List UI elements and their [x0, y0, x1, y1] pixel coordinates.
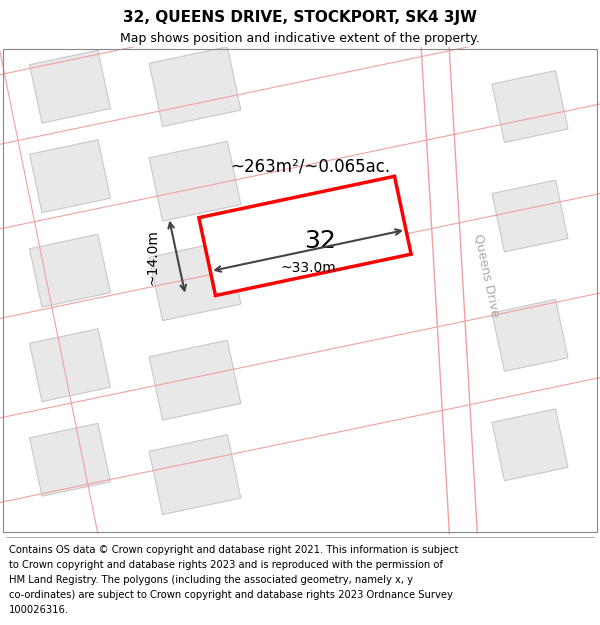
- Polygon shape: [149, 435, 241, 514]
- Text: Queens Drive: Queens Drive: [472, 232, 502, 319]
- Polygon shape: [492, 409, 568, 481]
- Text: ~263m²/~0.065ac.: ~263m²/~0.065ac.: [230, 158, 390, 175]
- Polygon shape: [492, 180, 568, 252]
- Polygon shape: [492, 71, 568, 142]
- Text: co-ordinates) are subject to Crown copyright and database rights 2023 Ordnance S: co-ordinates) are subject to Crown copyr…: [9, 590, 453, 600]
- Polygon shape: [199, 176, 411, 296]
- Polygon shape: [29, 423, 110, 496]
- Text: HM Land Registry. The polygons (including the associated geometry, namely x, y: HM Land Registry. The polygons (includin…: [9, 575, 413, 585]
- Text: to Crown copyright and database rights 2023 and is reproduced with the permissio: to Crown copyright and database rights 2…: [9, 560, 443, 570]
- Polygon shape: [149, 340, 241, 420]
- Polygon shape: [29, 329, 110, 402]
- Text: ~14.0m: ~14.0m: [145, 229, 159, 284]
- Polygon shape: [29, 140, 110, 212]
- Text: Contains OS data © Crown copyright and database right 2021. This information is : Contains OS data © Crown copyright and d…: [9, 545, 458, 555]
- Polygon shape: [149, 241, 241, 321]
- Polygon shape: [29, 50, 110, 123]
- Text: 100026316.: 100026316.: [9, 605, 69, 615]
- Text: ~33.0m: ~33.0m: [280, 261, 336, 276]
- Polygon shape: [29, 234, 110, 307]
- Text: 32: 32: [304, 229, 336, 253]
- Polygon shape: [492, 299, 568, 371]
- Polygon shape: [149, 141, 241, 221]
- Polygon shape: [149, 47, 241, 127]
- Text: Map shows position and indicative extent of the property.: Map shows position and indicative extent…: [120, 32, 480, 45]
- Text: 32, QUEENS DRIVE, STOCKPORT, SK4 3JW: 32, QUEENS DRIVE, STOCKPORT, SK4 3JW: [123, 10, 477, 25]
